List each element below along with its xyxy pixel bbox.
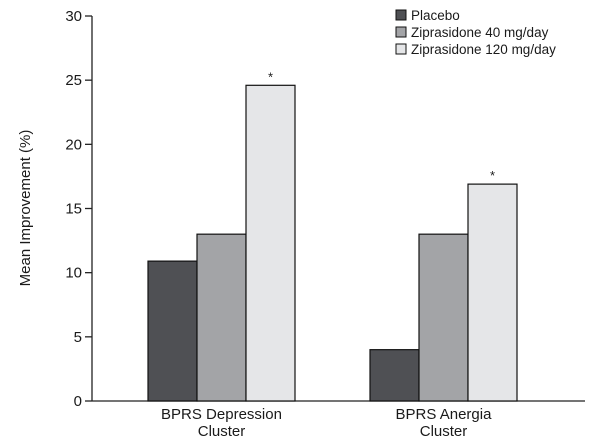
legend: Placebo Ziprasidone 40 mg/day Ziprasidone … [395,8,556,57]
legend-label: Ziprasidone 120 mg/day [411,42,556,57]
bar-1-1 [147,260,198,402]
legend-swatch [395,43,407,55]
significance-marker: * [490,168,495,183]
y-tick-label: 0 [74,393,82,410]
y-tick-label: 15 [65,201,82,218]
legend-swatch [395,9,407,21]
y-axis-label: Mean Improvement (%) [17,130,34,287]
y-tick-label: 25 [65,72,82,89]
legend-label: Ziprasidone 40 mg/day [411,25,549,40]
significance-marker: * [268,69,273,84]
bar-2-1 [196,233,247,402]
legend-swatch [395,26,407,38]
y-tick-label: 5 [74,329,82,346]
legend-label: Placebo [411,8,460,23]
y-tick-label: 10 [65,265,82,282]
y-tick-label: 30 [65,8,82,25]
bar-3-1 [245,84,296,402]
y-axis-ticks: 0 5 10 15 20 25 30 [65,8,92,410]
x-tick-label: Cluster [198,423,246,440]
bar-2-2 [418,233,469,402]
bar-3-2 [467,183,518,402]
x-tick-label: BPRS Depression [161,406,282,423]
annotations: ** [268,69,495,183]
bars [147,84,518,402]
x-tick-label: Cluster [420,423,468,440]
y-tick-label: 20 [65,136,82,153]
bar-1-2 [369,349,420,402]
y-axis: 0 5 10 15 20 25 30 Mean Improvement (%) [17,8,93,410]
x-tick-label: BPRS Anergia [396,406,493,423]
